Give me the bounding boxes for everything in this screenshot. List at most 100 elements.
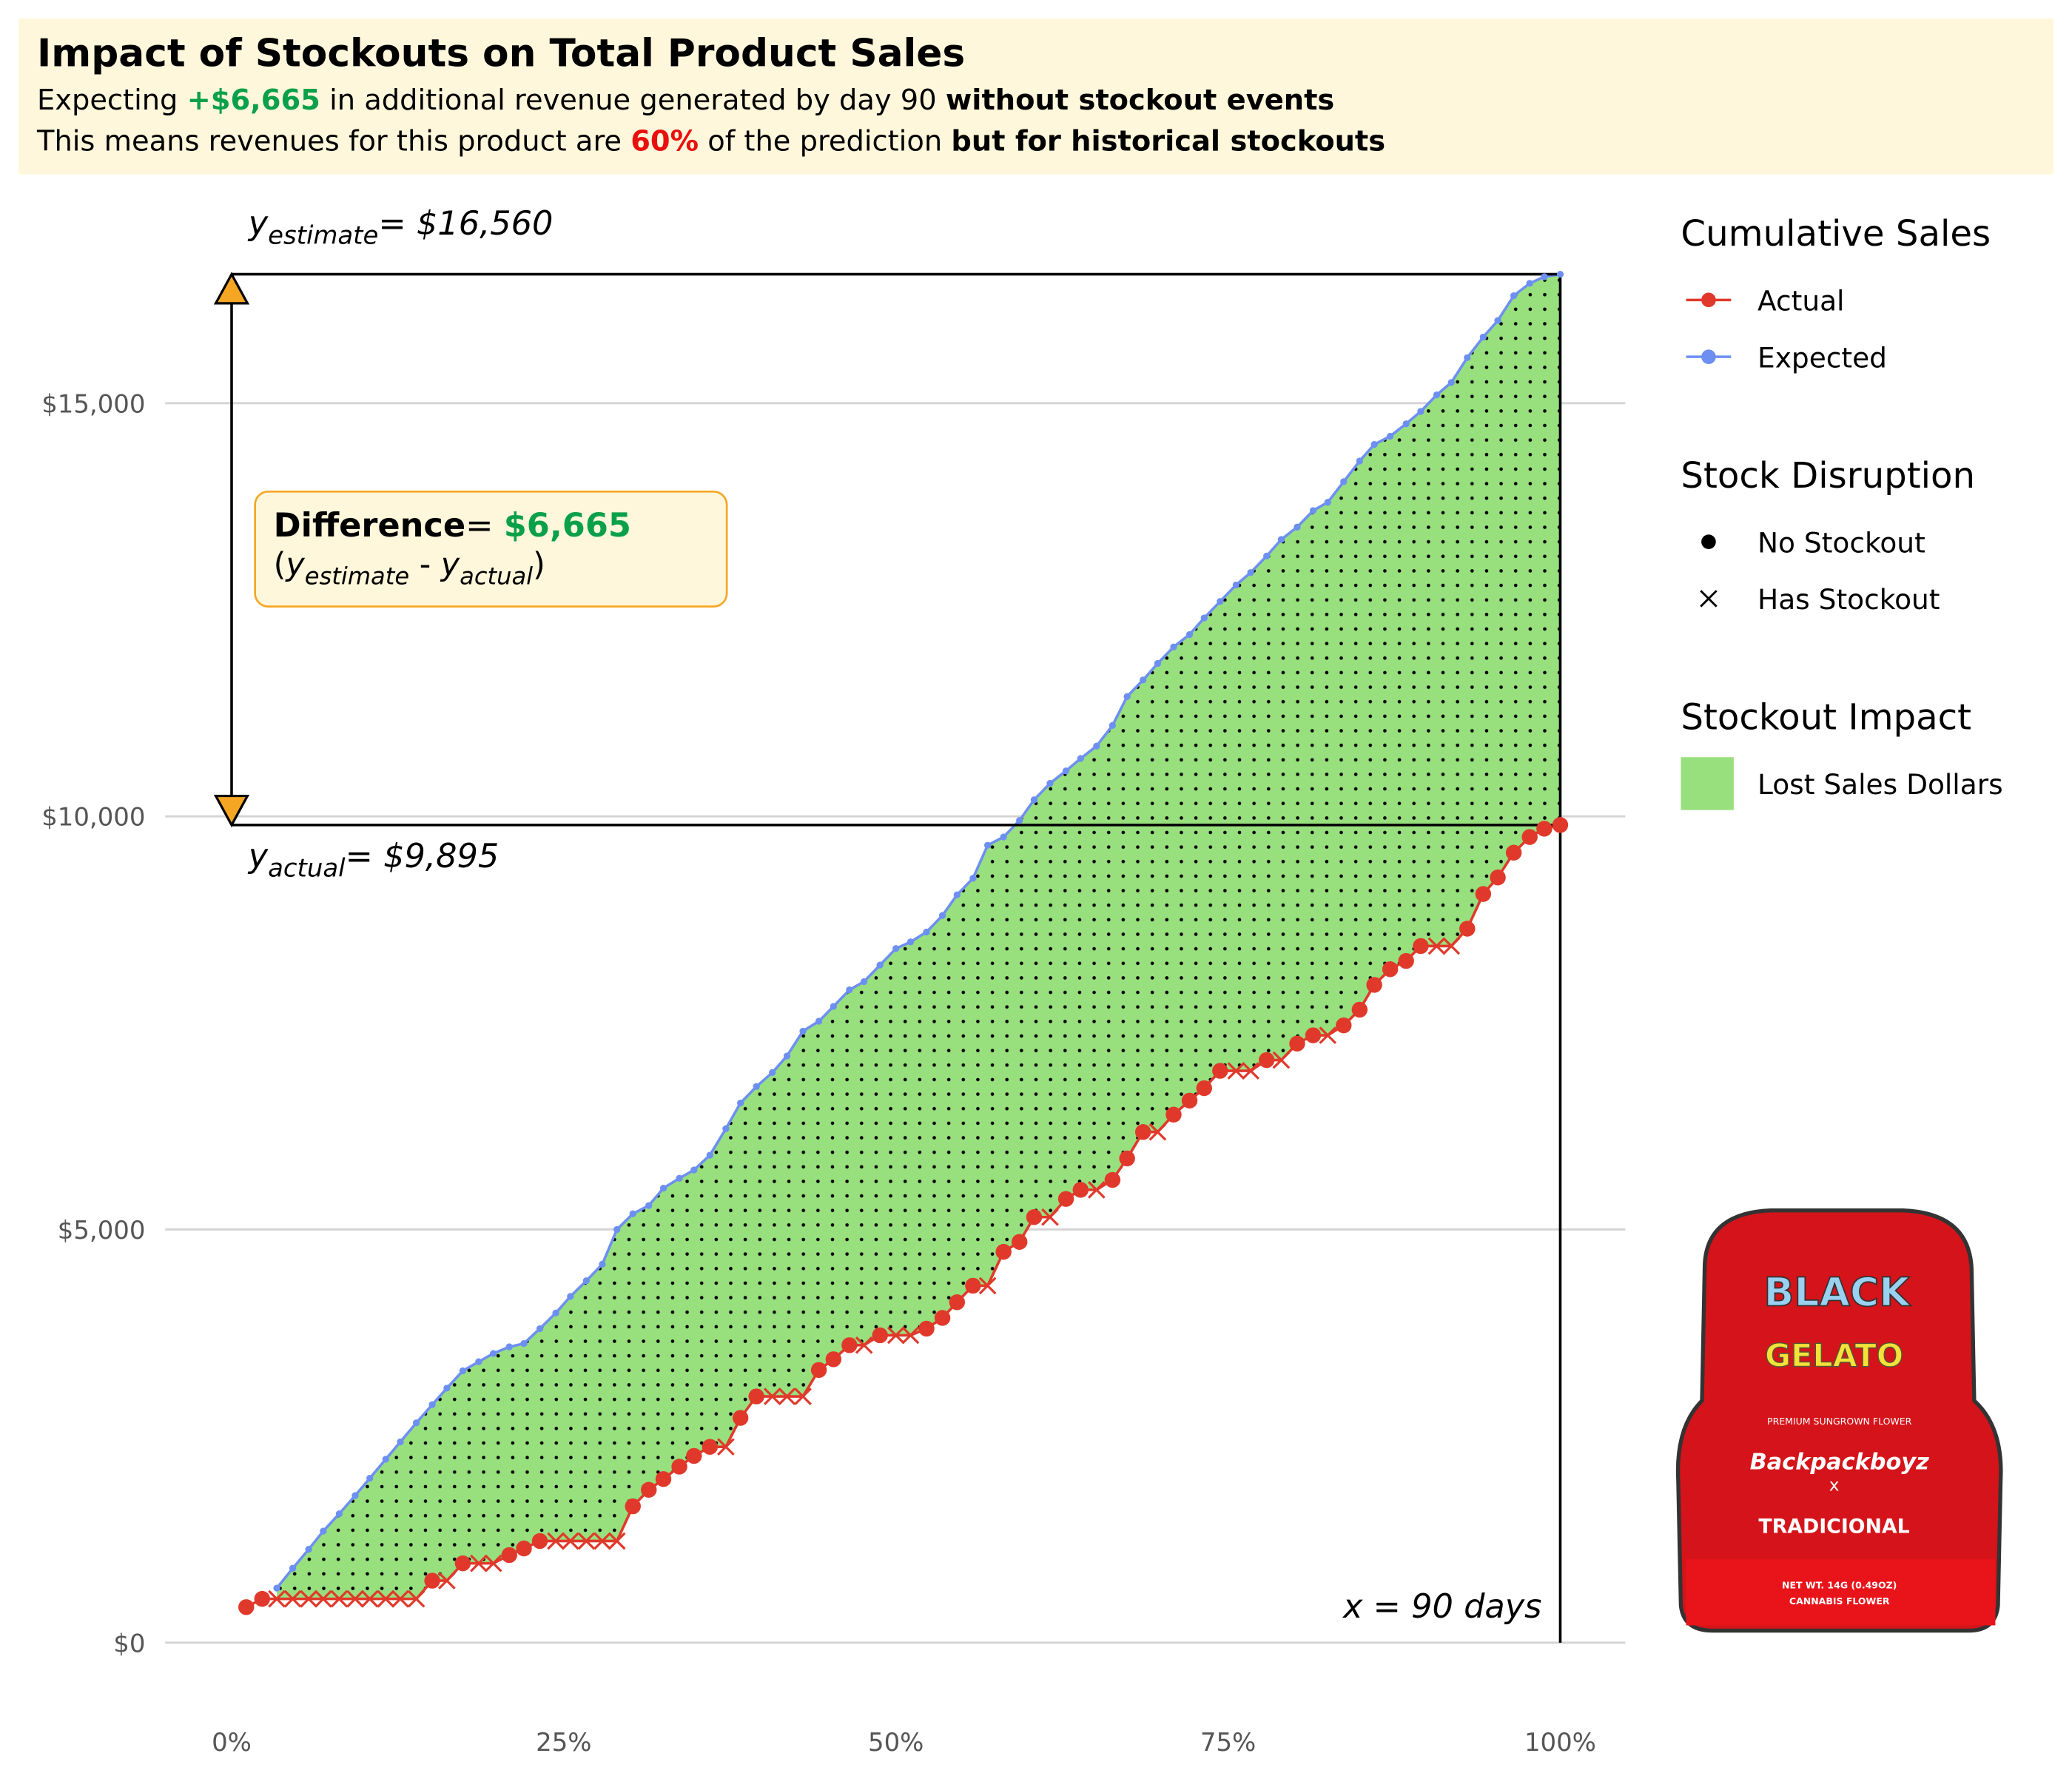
expected-point (1140, 676, 1147, 684)
actual-point (625, 1498, 641, 1515)
arrow-head (213, 272, 250, 305)
stockout-point (1272, 1051, 1291, 1069)
expected-point (1046, 779, 1054, 787)
difference-eq: = (465, 506, 504, 545)
actual-point (732, 1410, 749, 1426)
expected-point (676, 1174, 683, 1182)
stockout-point (901, 1326, 920, 1345)
actual-point (825, 1351, 842, 1368)
legend-cross (1700, 590, 1718, 608)
formula-part: estimate (305, 562, 409, 590)
legend-title: Stockout Impact (1681, 697, 1971, 739)
expected-point (659, 1185, 667, 1192)
expected-point (428, 1401, 436, 1408)
expected-point (1247, 569, 1254, 576)
actual-point (254, 1590, 270, 1607)
expected-point (352, 1492, 359, 1499)
actual-point (918, 1320, 935, 1337)
difference-amount: $6,665 (504, 506, 631, 545)
legend-label: Expected (1758, 341, 1887, 374)
bag-text: x (1829, 1475, 1840, 1495)
actual-point (1026, 1209, 1043, 1225)
expected-point (335, 1510, 343, 1518)
expected-point (567, 1293, 574, 1300)
stockout-point (391, 1590, 409, 1608)
actual-point (424, 1572, 440, 1589)
expected-point (1263, 552, 1271, 560)
difference-annotation: Difference= $6,665 (yestimate - yactual) (254, 490, 728, 608)
stockout-point (438, 1572, 456, 1590)
subtitle-emphasis: without stockout events (946, 84, 1334, 117)
expected-point (1464, 354, 1471, 362)
expected-point (599, 1260, 606, 1268)
actual-point (1552, 817, 1569, 833)
legend-dot (1701, 349, 1716, 364)
x-line-label: x = 90 days (1342, 1587, 1541, 1626)
actual-point (1057, 1191, 1074, 1207)
actual-point (1134, 1123, 1151, 1140)
expected-point (366, 1474, 374, 1482)
legend-label: Has Stockout (1758, 583, 1940, 616)
expected-point (923, 928, 930, 936)
y-tick-label: $10,000 (41, 803, 145, 832)
actual-point (238, 1599, 255, 1615)
actual-point (1305, 1027, 1322, 1043)
expected-point (830, 1003, 837, 1010)
stockout-point (407, 1590, 426, 1608)
bag-text: GELATO (1765, 1337, 1903, 1374)
subtitle-text: Expecting (37, 84, 187, 117)
actual-point (1505, 844, 1522, 861)
subtitle-line: Expecting +$6,665 in additional revenue … (37, 84, 1334, 117)
bag-text: Backpackboyz (1750, 1450, 1929, 1476)
actual-point (655, 1471, 672, 1487)
expected-point (1526, 280, 1533, 287)
annotation-subscript: actual (268, 854, 346, 883)
stockout-point (1427, 937, 1446, 955)
legend-label: Actual (1758, 285, 1844, 317)
expected-point (799, 1027, 807, 1035)
annotation-value: = $16,560 (378, 204, 553, 243)
actual-point (1196, 1080, 1212, 1097)
subtitle-highlight: +$6,665 (187, 84, 320, 117)
bag-text: PREMIUM SUNGROWN FLOWER (1767, 1416, 1912, 1427)
actual-point (949, 1294, 966, 1311)
actual-point (1011, 1234, 1028, 1250)
y-tick-label: $15,000 (41, 389, 145, 418)
expected-point (613, 1225, 621, 1234)
expected-point (1077, 755, 1084, 762)
arrow-head (213, 794, 250, 828)
actual-point (1398, 952, 1414, 969)
actual-point (1490, 870, 1506, 886)
y-tick-label: $0 (113, 1629, 145, 1658)
bag-text: TRADICIONAL (1758, 1515, 1909, 1538)
stockout-point (1148, 1123, 1167, 1141)
expected-point (412, 1419, 420, 1427)
expected-point (815, 1018, 823, 1025)
x-tick-label: 25% (536, 1728, 591, 1757)
expected-point (906, 938, 915, 946)
expected-point (1356, 457, 1363, 465)
annotation-symbol: y (247, 204, 269, 243)
expected-point (1000, 833, 1007, 841)
expected-point (1541, 273, 1548, 280)
actual-point (686, 1447, 702, 1464)
stockout-point (547, 1532, 565, 1550)
bag-shape (1675, 1208, 2003, 1633)
formula-part: - (409, 546, 441, 583)
expected-point (273, 1584, 280, 1592)
expected-point (1510, 292, 1518, 300)
expected-point (892, 945, 900, 952)
expected-point (1294, 523, 1301, 531)
expected-point (1154, 659, 1162, 667)
actual-point (1212, 1063, 1228, 1079)
stockout-point (608, 1532, 626, 1550)
y-tick-label: $5,000 (58, 1216, 146, 1245)
actual-point (671, 1459, 687, 1475)
actual-point (748, 1388, 764, 1405)
legend-swatch (1681, 757, 1734, 810)
actual-point (995, 1243, 1012, 1260)
expected-point (706, 1151, 713, 1159)
stockout-point (593, 1532, 611, 1550)
actual-point (1104, 1171, 1121, 1188)
